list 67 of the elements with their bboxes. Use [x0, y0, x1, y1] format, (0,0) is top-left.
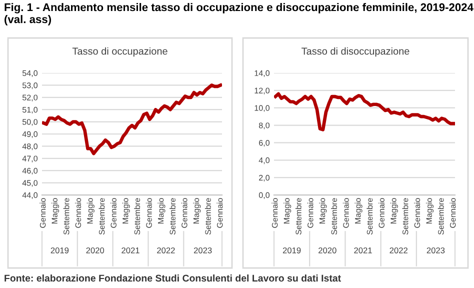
x-tick-label: Gennaio — [307, 198, 314, 228]
line-series — [42, 84, 222, 156]
y-tick-label: 12,0 — [254, 88, 270, 94]
y-tick-label: 0,0 — [258, 192, 270, 199]
y-tick-label: 44,0 — [22, 192, 38, 199]
x-tick-label: Maggio — [52, 198, 60, 224]
y-tick-label: 53,0 — [22, 82, 38, 90]
text: 2022 — [157, 247, 175, 254]
x-tick-label: Maggio — [284, 198, 292, 224]
text: 2020 — [86, 247, 104, 254]
y-tick-label: 52,0 — [22, 94, 38, 102]
y-tick-label: 6,0 — [259, 140, 270, 147]
y-tick-label: 8,0 — [258, 122, 270, 130]
y-tick-label: 54,0 — [22, 70, 38, 77]
x-tick-label: Settembre — [170, 198, 176, 235]
x-tick-label: Settembre — [134, 198, 140, 235]
x-tick-label: Gennaio — [40, 198, 46, 228]
text: 2019 — [282, 247, 301, 254]
x-tick-label: Gennaio — [378, 198, 384, 228]
x-tick-label: Settembre — [366, 198, 373, 235]
source-note: Fonte: elaborazione Fondazione Studi Consulenti del Lavoro su dati Istat — [4, 274, 341, 282]
x-tick-label: Maggio — [86, 198, 94, 224]
y-tick-label: 46,0 — [22, 168, 38, 175]
x-tick-label: Maggio — [390, 198, 398, 224]
text: 2023 — [426, 247, 445, 254]
y-tick-label: 49,0 — [22, 131, 38, 138]
y-tick-label: 51,0 — [22, 106, 38, 114]
y-tick-label: 10,0 — [254, 105, 270, 112]
x-tick-label: Maggio — [158, 198, 166, 224]
text: 2020 — [318, 247, 336, 254]
x-tick-label: Maggio — [354, 198, 362, 224]
x-tick-label: Gennaio — [414, 198, 420, 228]
x-tick-label: Gennaio — [216, 198, 223, 228]
x-tick-label: Maggio — [319, 198, 327, 224]
x-tick-label: Gennaio — [146, 198, 152, 228]
x-tick-label: Maggio — [426, 198, 434, 224]
x-tick-label: Settembre — [402, 198, 408, 235]
x-tick-label: Settembre — [98, 198, 105, 235]
text: 2021 — [122, 247, 140, 254]
x-tick-label: Settembre — [331, 198, 337, 235]
x-tick-label: Gennaio — [110, 198, 116, 228]
y-tick-label: 45,0 — [22, 180, 38, 187]
y-tick-label: 47,0 — [22, 156, 38, 162]
x-tick-label: Gennaio — [342, 198, 349, 228]
x-tick-label: Settembre — [63, 198, 70, 235]
y-tick-label: 48,0 — [22, 143, 38, 150]
chart-subtitle: Tasso di disoccupazione — [302, 47, 410, 57]
x-tick-label: Gennaio — [75, 198, 82, 228]
x-tick-label: Settembre — [295, 198, 302, 235]
x-tick-label: Settembre — [438, 198, 444, 235]
x-tick-label: Settembre — [204, 198, 211, 235]
y-tick-label: 2,0 — [259, 174, 270, 182]
text: 2021 — [354, 247, 372, 254]
y-tick-label: 50,0 — [22, 119, 38, 126]
x-tick-label: Gennaio — [272, 198, 278, 228]
chart-title: Fig. 1 - Andamento mensile tasso di occupazione e disoccupazione femminile, 2019-2024 (val. ass) — [4, 3, 474, 26]
text: 2022 — [390, 247, 408, 254]
y-tick-label: 14,0 — [254, 70, 270, 77]
x-tick-label: Maggio — [122, 198, 130, 224]
y-tick-label: 4,0 — [258, 157, 270, 164]
x-tick-label: Gennaio — [450, 198, 456, 228]
text: 2023 — [194, 247, 212, 254]
x-tick-label: Maggio — [193, 198, 201, 224]
line-series — [274, 92, 455, 132]
x-tick-label: Gennaio — [181, 198, 188, 228]
chart-subtitle: Tasso di occupazione — [72, 47, 168, 57]
text: 2019 — [50, 247, 69, 254]
